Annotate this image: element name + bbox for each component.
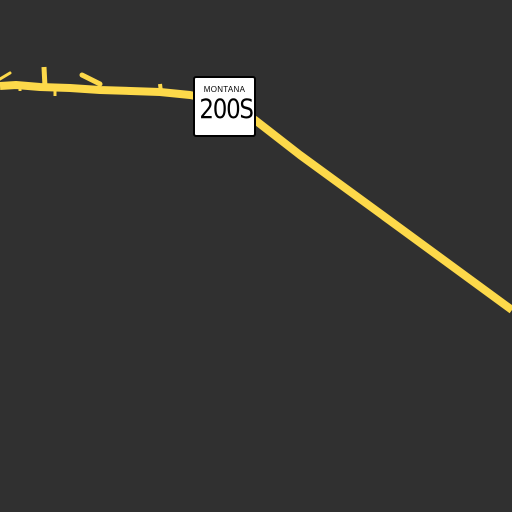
highway-200s-road[interactable] bbox=[0, 81, 512, 314]
side-road-stub[interactable] bbox=[158, 83, 163, 93]
side-road-stub[interactable] bbox=[0, 71, 12, 81]
side-road-stub[interactable] bbox=[41, 66, 48, 88]
side-road-stub[interactable] bbox=[18, 83, 57, 96]
shield-state-label: MONTANA bbox=[203, 85, 246, 94]
shield-route-number: 200S bbox=[199, 94, 254, 125]
route-shield[interactable]: MONTANA 200S bbox=[193, 76, 256, 137]
side-road-stub[interactable] bbox=[79, 72, 103, 87]
